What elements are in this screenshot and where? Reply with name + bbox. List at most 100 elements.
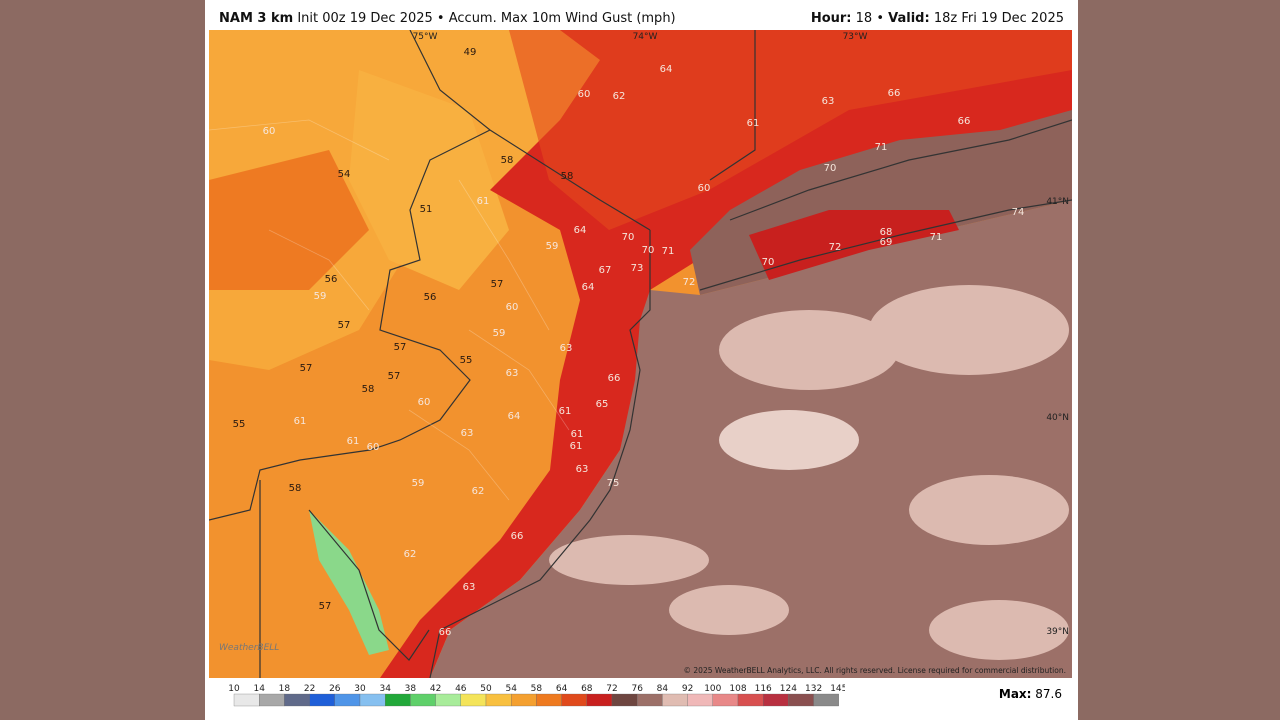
wind-value: 60 (506, 302, 519, 313)
hour: 18 (855, 11, 873, 26)
wind-value: 64 (660, 64, 673, 75)
wind-value: 63 (461, 428, 474, 439)
latitude-label: 40°N (1046, 413, 1069, 423)
colorbar-tick-label: 84 (657, 684, 669, 694)
colorbar-segment (662, 693, 688, 707)
wind-value: 59 (546, 241, 559, 252)
max-label: Max: (998, 687, 1032, 701)
high-wind-light (509, 30, 1072, 230)
wind-value: 55 (233, 419, 246, 430)
logo: WeatherBELL (219, 643, 279, 653)
wind-value: 66 (958, 116, 971, 127)
colorbar-tick-label: 58 (531, 684, 543, 694)
colorbar-tick-label: 42 (430, 684, 441, 694)
wind-value: 54 (338, 169, 351, 180)
colorbar-tick-label: 22 (304, 684, 315, 694)
wind-value: 60 (578, 89, 591, 100)
colorbar-segment (763, 693, 789, 707)
colorbar-tick-label: 54 (505, 684, 517, 694)
wind-value: 56 (424, 292, 437, 303)
wind-value: 60 (263, 126, 276, 137)
valid-label: Valid: (888, 11, 930, 26)
wind-value: 72 (829, 242, 842, 253)
latitude-label: 41°N (1046, 197, 1069, 207)
land-dark (209, 150, 369, 290)
wind-value: 60 (418, 397, 431, 408)
valid: 18z Fri 19 Dec 2025 (933, 11, 1064, 26)
wind-value: 59 (412, 478, 425, 489)
separator: • (436, 11, 445, 26)
colorbar-segment (485, 693, 512, 707)
wind-value: 62 (472, 486, 485, 497)
separator: • (876, 11, 884, 26)
colorbar-tick-label: 34 (379, 684, 391, 694)
wind-value: 70 (642, 245, 655, 256)
wind-value: 74 (1012, 207, 1025, 218)
colorbar-tick-label: 14 (253, 684, 265, 694)
ocean-patch (549, 535, 709, 585)
wind-value: 66 (439, 627, 452, 638)
wind-value: 63 (463, 582, 476, 593)
wind-value: 69 (880, 237, 893, 248)
wind-value: 75 (607, 478, 620, 489)
init: Init 00z 19 Dec 2025 (297, 11, 433, 26)
colorbar-segment (233, 693, 260, 707)
colorbar-segment (511, 693, 537, 707)
wind-value: 58 (362, 384, 375, 395)
wind-value: 51 (420, 204, 433, 215)
colorbar-segment (259, 693, 285, 707)
colorbar-segment (460, 693, 487, 707)
max: Max: 87.6 (999, 687, 1062, 701)
wind-value: 59 (314, 291, 327, 302)
colorbar: 10 14 18 22 26 30 34 38 42 46 50 54 58 64 68 72 76 84 92 10… (228, 684, 845, 707)
wind-value: 72 (683, 277, 696, 288)
ocean-patch (669, 585, 789, 635)
borders (209, 30, 1072, 678)
bay-gust (309, 510, 389, 655)
wind-value: 65 (596, 399, 609, 410)
wind-value: 61 (294, 416, 307, 427)
colorbar-segment (561, 693, 587, 707)
colorbar-segment (687, 693, 713, 707)
longitude-label: 73°W (843, 32, 868, 42)
land-light (349, 70, 509, 290)
colorbar-tick-label: 30 (354, 684, 366, 694)
wind-value: 56 (325, 274, 338, 285)
map: 49 64 60 62 63 66 66 60 61 71 58 58 70 54 60 51 61 74 64 70… (209, 30, 1072, 678)
wind-value: 59 (493, 328, 506, 339)
wind-value: 66 (888, 88, 901, 99)
wind-value: 70 (622, 232, 635, 243)
wind-value: 58 (289, 483, 302, 494)
wind-value: 55 (460, 355, 473, 366)
colorbar-tick-label: 50 (480, 684, 492, 694)
colorbar-tick-label: 108 (729, 684, 746, 694)
longitude-label: 74°W (633, 32, 658, 42)
latitude-label: 39°N (1046, 627, 1069, 637)
wind-value: 57 (394, 342, 407, 353)
wind-value: 70 (762, 257, 775, 268)
wind-value: 66 (608, 373, 621, 384)
wind-value: 63 (506, 368, 519, 379)
header-right: Hour: 18 • Valid: 18z Fri 19 Dec 2025 (811, 11, 1064, 26)
colorbar-tick-label: 64 (556, 684, 568, 694)
colorbar-segment (435, 693, 461, 707)
wind-value: 64 (574, 225, 587, 236)
ocean-patch (869, 285, 1069, 375)
wind-value: 70 (824, 163, 837, 174)
wind-value: 58 (501, 155, 514, 166)
colorbar-segment (284, 693, 310, 707)
wind-value: 57 (300, 363, 313, 374)
colorbar-segment (788, 693, 814, 707)
colorbar-tick-label: 116 (755, 684, 772, 694)
wind-value: 71 (930, 232, 943, 243)
wind-value: 61 (747, 118, 760, 129)
product: Accum. Max 10m Wind Gust (mph) (448, 11, 676, 26)
wind-value: 63 (560, 343, 573, 354)
wind-value: 63 (576, 464, 589, 475)
colorbar-tick-label: 132 (805, 684, 822, 694)
wind-value: 61 (570, 441, 583, 452)
longitude-label: 75°W (413, 32, 438, 42)
wind-value: 61 (347, 436, 360, 447)
colorbar-segment (611, 693, 638, 707)
